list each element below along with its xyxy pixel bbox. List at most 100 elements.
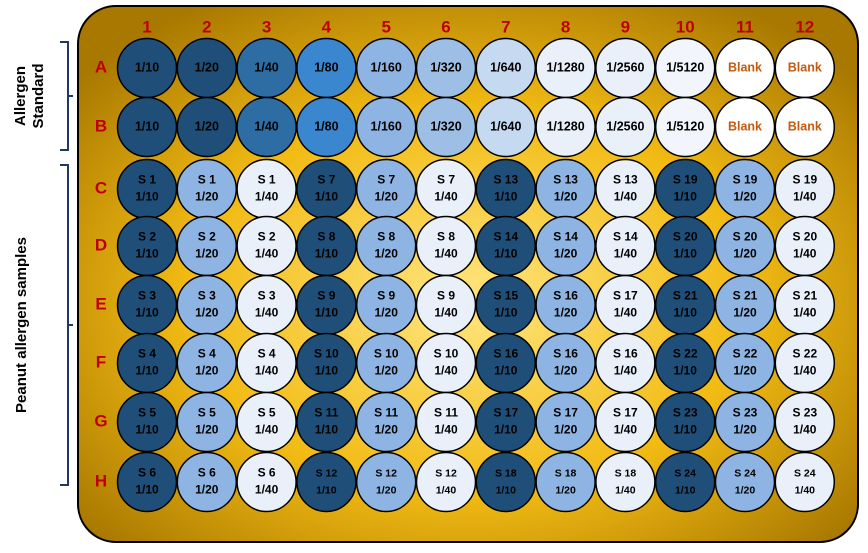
well-label: S 14	[493, 230, 518, 244]
well-label: 1/160	[371, 60, 402, 74]
column-label: 6	[441, 17, 450, 36]
well-label: 1/20	[375, 306, 399, 320]
well-label: 1/10	[674, 190, 698, 204]
well-label: S 5	[138, 406, 156, 420]
well-label: 1/40	[434, 423, 458, 437]
well-label: 1/10	[494, 306, 518, 320]
well	[595, 391, 656, 453]
well	[774, 96, 836, 158]
well-label: S 3	[258, 289, 276, 303]
well	[654, 96, 716, 158]
column-label: 3	[262, 17, 271, 36]
bracket	[60, 164, 73, 486]
well	[116, 391, 178, 453]
well-label: 1/10	[675, 484, 696, 496]
well	[654, 451, 716, 513]
well-label: S 19	[733, 173, 758, 187]
column-label: 4	[322, 17, 332, 36]
well-label: 1/10	[674, 247, 698, 261]
well-label: 1/40	[254, 60, 278, 74]
well-label: 1/10	[674, 306, 698, 320]
well-label: 1/10	[135, 483, 159, 497]
well-label: S 17	[613, 406, 638, 420]
well-label: 1/320	[430, 60, 461, 74]
well-label: S 22	[733, 347, 758, 361]
well-label: S 16	[553, 289, 578, 303]
well-label: 1/40	[795, 484, 816, 496]
well-label: S 19	[792, 173, 817, 187]
well-label: Blank	[788, 60, 822, 74]
column-label: 5	[381, 17, 390, 36]
well-label: 1/40	[793, 190, 817, 204]
well-label: S 5	[198, 406, 216, 420]
well-label: 1/20	[195, 247, 219, 261]
group-label: Standard	[30, 63, 47, 128]
well-label: S 1	[258, 173, 276, 187]
well-label: 1/20	[554, 364, 578, 378]
well-label: 1/160	[371, 119, 402, 133]
column-label: 11	[736, 17, 754, 36]
well	[714, 96, 776, 158]
well-label: 1/10	[674, 423, 698, 437]
well	[475, 96, 537, 158]
well-label: 1/20	[195, 364, 219, 378]
well	[415, 96, 477, 158]
well	[116, 96, 178, 158]
well-label: 1/20	[375, 423, 399, 437]
well-label: S 3	[198, 289, 216, 303]
well-label: S 14	[553, 230, 578, 244]
well-label: 1/10	[674, 364, 698, 378]
row-label: C	[95, 178, 107, 197]
well-label: S 22	[673, 347, 698, 361]
well-label: 1/40	[614, 364, 638, 378]
well-label: 1/20	[375, 247, 399, 261]
well-label: S 17	[553, 406, 578, 420]
well	[355, 391, 417, 453]
well-label: 1/20	[375, 364, 399, 378]
well-label: 1/2560	[606, 119, 644, 133]
well-label: 1/20	[733, 247, 757, 261]
well-label: S 4	[138, 347, 156, 361]
well-label: 1/40	[254, 119, 278, 133]
column-label: 12	[795, 17, 814, 36]
well-label: 1/40	[434, 306, 458, 320]
well-label: S 23	[733, 406, 758, 420]
well	[296, 96, 357, 158]
well-label: S 7	[377, 173, 395, 187]
well-label: S 3	[138, 289, 156, 303]
well-label: S 14	[613, 230, 638, 244]
well-label: 1/10	[135, 190, 159, 204]
well-label: S 24	[734, 467, 756, 479]
well-label: 1/40	[255, 364, 279, 378]
well-label: S 20	[733, 230, 758, 244]
column-label: 10	[676, 17, 695, 36]
well-label: S 18	[495, 467, 517, 479]
well-label: 1/40	[614, 247, 638, 261]
well-label: 1/5120	[666, 60, 704, 74]
bracket	[60, 41, 73, 151]
well-label: S 23	[673, 406, 698, 420]
column-label: 7	[501, 17, 510, 36]
well-label: S 4	[258, 347, 276, 361]
well-label: 1/10	[135, 247, 159, 261]
well-label: 1/20	[554, 190, 578, 204]
well-label: S 17	[493, 406, 518, 420]
well-label: 1/10	[315, 247, 339, 261]
well-label: Blank	[728, 60, 762, 74]
well-label: 1/80	[314, 60, 338, 74]
well-label: S 7	[317, 173, 335, 187]
group-label: Peanut allergen samples	[13, 237, 30, 413]
well-label: S 11	[434, 406, 458, 420]
well	[176, 391, 238, 453]
well	[176, 451, 238, 513]
well	[475, 451, 537, 513]
well-label: S 2	[198, 230, 216, 244]
well-label: 1/40	[434, 190, 458, 204]
well	[535, 391, 596, 453]
well-label: S 2	[258, 230, 276, 244]
well-label: S 8	[317, 230, 335, 244]
well-label: 1/10	[135, 423, 159, 437]
well-label: S 18	[555, 467, 577, 479]
well-label: 1/20	[733, 190, 757, 204]
well-label: 1/10	[315, 306, 339, 320]
